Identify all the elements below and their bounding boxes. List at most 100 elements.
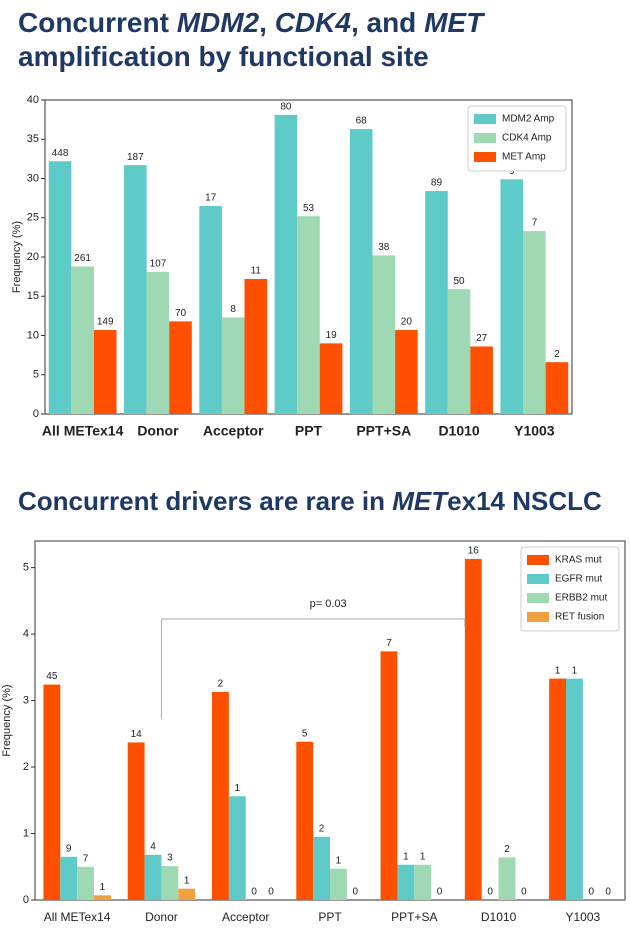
title-part: Concurrent drivers are rare in (18, 486, 393, 516)
count-label: 0 (251, 887, 257, 898)
bar (297, 216, 320, 414)
count-label: 53 (303, 203, 315, 214)
bar (500, 179, 524, 414)
x-tick-label: Acceptor (222, 910, 269, 924)
y-tick-label: 0 (33, 408, 39, 420)
y-tick-label: 4 (23, 628, 29, 640)
y-tick-label: 10 (27, 329, 39, 341)
bar (470, 346, 493, 414)
count-label: 1 (572, 665, 578, 676)
y-tick-label: 5 (23, 561, 29, 573)
bar (244, 278, 268, 414)
bar (60, 856, 78, 900)
legend-label: MET Amp (502, 152, 546, 163)
title-part: Concurrent (18, 7, 177, 38)
title-part: MET (392, 486, 448, 516)
count-label: 261 (74, 253, 91, 264)
bar (228, 796, 246, 900)
significance-bracket (160, 618, 466, 719)
title-part: ex14 NSCLC (447, 486, 602, 516)
y-tick-label: 2 (23, 761, 29, 773)
count-label: 107 (150, 259, 167, 270)
title-part: , (259, 7, 275, 38)
bar (161, 866, 179, 900)
bar (498, 857, 516, 900)
annotation: p= 0.03 (310, 598, 347, 610)
bar (127, 742, 145, 900)
bar (146, 271, 170, 414)
bar (169, 321, 192, 414)
count-label: 17 (205, 193, 217, 204)
bar (144, 854, 162, 900)
y-tick-label: 20 (27, 251, 39, 263)
count-label: 19 (326, 330, 338, 341)
bar (380, 651, 398, 900)
count-label: 89 (431, 178, 443, 189)
count-label: 1 (100, 882, 106, 893)
count-label: 2 (218, 679, 224, 690)
x-tick-label: PPT (318, 910, 342, 924)
legend-swatch (527, 593, 549, 603)
y-tick-label: 15 (27, 290, 39, 302)
y-tick-label: 40 (27, 94, 39, 106)
count-label: 1 (420, 851, 426, 862)
bar (349, 129, 373, 415)
y-tick-label: 1 (23, 827, 29, 839)
legend-label: EGFR mut (555, 574, 602, 585)
legend-label: ERBB2 mut (555, 593, 607, 604)
count-label: 9 (66, 843, 72, 854)
y-axis-label: Frequency (%) (11, 221, 23, 293)
count-label: 7 (83, 853, 89, 864)
count-label: 0 (605, 887, 611, 898)
x-tick-label: All METex14 (42, 423, 124, 439)
count-label: 0 (268, 887, 274, 898)
title-part: CDK4 (274, 7, 351, 38)
x-tick-label: PPT+SA (391, 910, 437, 924)
bar (313, 836, 330, 900)
count-label: 38 (378, 242, 390, 253)
count-label: 3 (167, 853, 173, 864)
title-1: Concurrent MDM2, CDK4, and MET amplifica… (18, 6, 578, 74)
bar (124, 165, 147, 414)
count-label: 2 (504, 844, 510, 855)
count-label: 0 (437, 887, 443, 898)
bar (425, 191, 448, 414)
count-label: 1 (235, 783, 241, 794)
legend-label: MDM2 Amp (502, 114, 555, 125)
count-label: 27 (476, 333, 488, 344)
bar (464, 558, 482, 900)
y-tick-label: 5 (33, 369, 39, 381)
count-label: 16 (468, 546, 480, 557)
count-label: 11 (251, 266, 262, 277)
bar (545, 362, 569, 414)
bar (549, 678, 566, 900)
bar (319, 343, 343, 414)
count-label: 1 (403, 851, 409, 862)
count-label: 0 (521, 887, 527, 898)
count-label: 5 (302, 728, 308, 739)
legend-swatch (527, 555, 549, 565)
bar (71, 266, 94, 414)
count-label: 2 (319, 823, 325, 834)
bar (372, 255, 396, 414)
x-tick-label: Y1003 (566, 910, 601, 924)
count-label: 0 (589, 887, 595, 898)
count-label: 8 (230, 304, 236, 315)
bar (212, 691, 229, 900)
y-axis-label: Frequency (%) (1, 684, 13, 756)
count-label: 448 (52, 148, 69, 159)
x-tick-label: PPT (295, 423, 323, 439)
count-label: 80 (280, 102, 292, 113)
bar (523, 231, 546, 414)
title-part: amplification by functional site (18, 41, 429, 72)
count-label: 70 (175, 308, 187, 319)
bar (221, 317, 245, 414)
x-tick-label: D1010 (481, 910, 517, 924)
bar (395, 330, 418, 414)
bar (94, 895, 111, 900)
count-label: 187 (127, 152, 144, 163)
count-label: 149 (97, 317, 114, 328)
count-label: 7 (532, 218, 538, 229)
bar (43, 684, 61, 900)
